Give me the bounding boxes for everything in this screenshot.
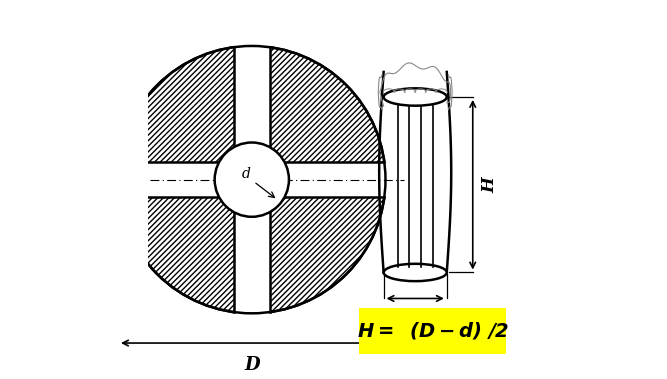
FancyBboxPatch shape [360, 308, 506, 354]
Text: d: d [242, 167, 251, 181]
Text: D: D [244, 356, 259, 374]
Ellipse shape [384, 264, 447, 281]
Text: H: H [481, 177, 498, 193]
Bar [234, 39, 269, 321]
Text: d: d [410, 312, 421, 329]
Bar [111, 162, 393, 197]
Circle shape [118, 46, 386, 313]
Circle shape [215, 143, 289, 217]
Text: $\bfit{H=\ \ (D-d)\ /2}$: $\bfit{H=\ \ (D-d)\ /2}$ [357, 321, 509, 341]
Ellipse shape [384, 88, 447, 106]
